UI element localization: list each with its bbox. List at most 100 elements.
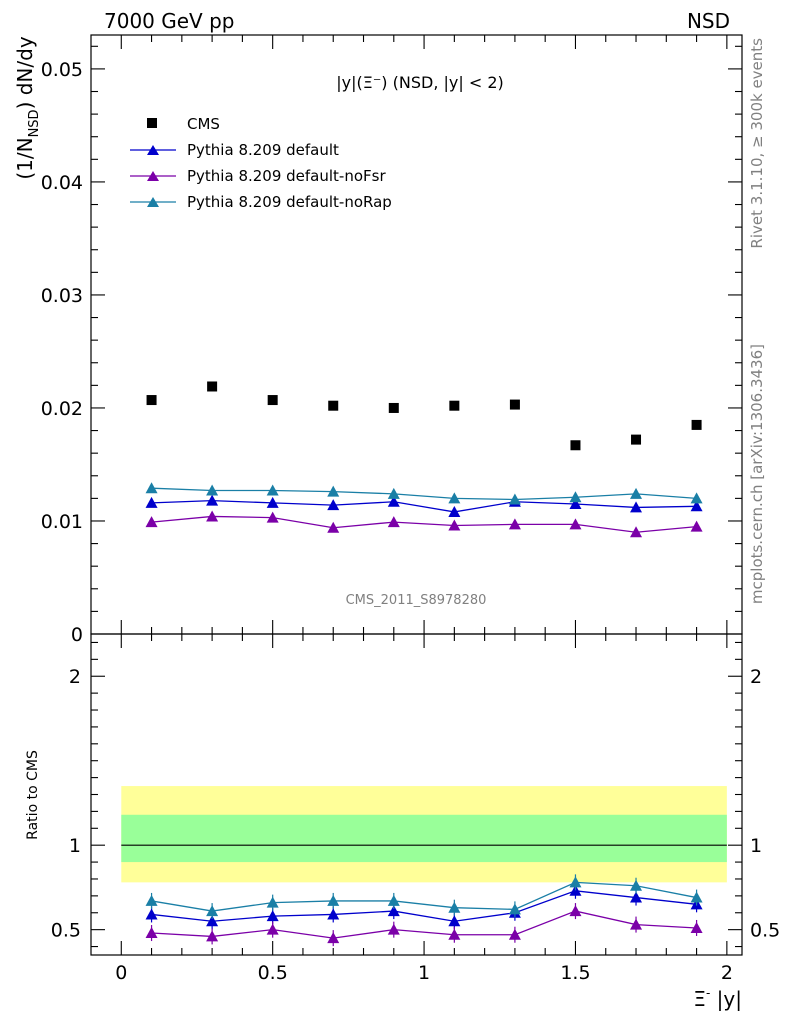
main-plot-title: |y|(Ξ⁻) (NSD, |y| < 2)	[336, 73, 503, 92]
main-y-tick-label: 0.05	[41, 59, 83, 81]
main-data-series	[145, 381, 703, 538]
ratio-series-pythia-8-209-default	[145, 882, 703, 930]
ratio-series-point	[630, 879, 643, 891]
x-tick-label: 0	[115, 962, 127, 984]
ratio-series-point	[327, 932, 340, 944]
ratio-series-pythia-8-209-default-nofsr	[145, 903, 703, 947]
ratio-y-tick-label: 0.5	[51, 920, 81, 942]
main-y-tick-label: 0.02	[41, 398, 83, 420]
legend-marker-norap	[147, 197, 159, 207]
main-series-point	[690, 520, 703, 532]
ratio-series-point	[448, 901, 461, 913]
ratio-series-point	[327, 908, 340, 920]
main-series-point	[327, 485, 340, 497]
main-series-point	[206, 484, 219, 496]
ratio-y-axis-label: Ratio to CMS	[25, 750, 41, 840]
ratio-series-point	[448, 915, 461, 927]
ratio-series-point	[690, 921, 703, 933]
ratio-y-tick-label: 2	[69, 666, 81, 688]
cms-data-point	[691, 419, 702, 430]
ratio-series-point	[327, 894, 340, 906]
mcplots-label: mcplots.cern.ch [arXiv:1306.3436]	[748, 344, 766, 604]
legend: CMS Pythia 8.209 default Pythia 8.209 de…	[130, 115, 392, 211]
main-series-point	[145, 516, 158, 528]
main-series-cms	[146, 381, 702, 451]
main-series-point	[630, 526, 643, 538]
main-series-point	[145, 482, 158, 494]
ratio-y-tick-label-right: 0.5	[750, 920, 780, 942]
main-y-zero-label: 0	[71, 624, 83, 646]
ratio-series-point	[266, 910, 279, 922]
x-tick-label: 1	[418, 962, 430, 984]
ratio-bands	[121, 786, 727, 883]
main-series-point	[145, 496, 158, 508]
main-series-point	[569, 491, 582, 503]
cms-data-point	[509, 399, 520, 410]
ratio-series-point	[145, 908, 158, 920]
main-series-point	[690, 500, 703, 512]
main-series-point	[387, 516, 400, 528]
ratio-series-point	[387, 894, 400, 906]
main-series-point	[630, 501, 643, 513]
main-series-point	[569, 518, 582, 530]
cms-data-point	[388, 402, 399, 413]
ratio-data-series	[145, 874, 703, 947]
process-label: NSD	[687, 9, 730, 33]
energy-label: 7000 GeV pp	[104, 9, 235, 33]
ratio-series-pythia-8-209-default-norap	[145, 874, 703, 920]
ratio-series-point	[508, 928, 521, 940]
main-series-point	[266, 511, 279, 523]
main-axis-ticks: 0.01 0.02 0.03 0.04 0.05 0	[41, 35, 742, 646]
cms-data-point	[328, 400, 339, 411]
main-series-pythia-8-209-default	[145, 494, 703, 517]
main-series-point	[387, 495, 400, 507]
legend-marker-cms	[147, 118, 157, 128]
ratio-series-point	[145, 927, 158, 939]
main-y-tick-label: 0.04	[41, 172, 83, 194]
ratio-series-point	[569, 905, 582, 917]
cms-data-point	[449, 400, 460, 411]
ratio-series-point	[206, 930, 219, 942]
ratio-series-point	[387, 905, 400, 917]
ratio-series-point	[508, 903, 521, 915]
ratio-series-point	[387, 923, 400, 935]
ratio-y-tick-label: 1	[69, 835, 81, 857]
main-series-line	[151, 515, 697, 533]
x-tick-label: 1.5	[560, 962, 590, 984]
ratio-y-tick-label-right: 1	[750, 835, 762, 857]
main-series-point	[448, 519, 461, 531]
legend-marker-nofsr	[147, 171, 159, 181]
ratio-series-point	[569, 876, 582, 888]
rivet-label: Rivet 3.1.10, ≥ 300k events	[748, 38, 766, 249]
x-tick-label: 0.5	[258, 962, 288, 984]
main-series-line	[151, 487, 697, 501]
ratio-axis-ticks: 0.5 0.5 1 1 2 2 0 0.5 1 1.5 2	[51, 634, 780, 984]
ratio-y-tick-label-right: 2	[750, 666, 762, 688]
ratio-series-point	[206, 905, 219, 917]
main-series-pythia-8-209-default-nofsr	[145, 510, 703, 538]
legend-label-cms: CMS	[187, 115, 220, 133]
main-series-point	[327, 499, 340, 511]
main-series-point	[448, 505, 461, 517]
ratio-band-stat-uncertainty	[121, 814, 727, 863]
ratio-series-line	[151, 890, 697, 922]
legend-marker-default	[147, 145, 159, 155]
main-series-point	[266, 484, 279, 496]
ratio-series-point	[630, 891, 643, 903]
main-series-point	[206, 494, 219, 506]
ratio-series-point	[266, 896, 279, 908]
ratio-series-line	[151, 910, 697, 939]
ratio-series-line	[151, 881, 697, 912]
main-series-pythia-8-209-default-norap	[145, 482, 703, 505]
main-series-point	[508, 518, 521, 530]
x-tick-label: 2	[721, 962, 733, 984]
main-series-point	[327, 521, 340, 533]
main-series-point	[206, 510, 219, 522]
main-series-point	[569, 498, 582, 510]
main-series-line	[151, 499, 697, 513]
cms-data-point	[207, 381, 218, 392]
ratio-series-point	[206, 915, 219, 927]
main-series-point	[690, 492, 703, 504]
x-axis-label: Ξ- |y|	[693, 986, 742, 1011]
